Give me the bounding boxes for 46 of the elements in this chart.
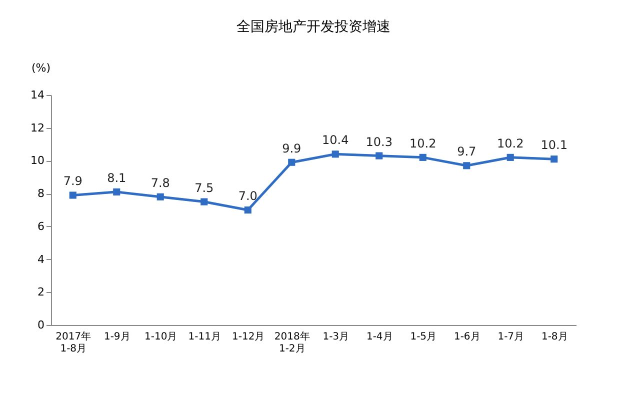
y-tick-label: 12 — [30, 121, 44, 134]
y-tick-label: 0 — [38, 318, 44, 332]
point — [113, 188, 120, 196]
x-tick-label: 1-6月 — [454, 332, 480, 342]
data-label: 10.1 — [540, 138, 568, 152]
y-tick-label: 14 — [30, 88, 44, 102]
x-tick-label: 1-9月 — [104, 332, 130, 342]
x-tick-label: 1-11月 — [188, 332, 221, 342]
y-tick-label: 4 — [38, 252, 44, 266]
x-tick-label: 1-10月 — [144, 332, 178, 342]
data-label: 7.0 — [238, 189, 258, 203]
data-label: 10.2 — [497, 136, 524, 150]
point — [69, 192, 76, 199]
y-tick-label: 8 — [38, 187, 44, 200]
y-axis-title: (%) — [32, 62, 51, 74]
data-label: 7.8 — [150, 176, 170, 190]
chart-title: 全国房地产开发投资增速 — [236, 19, 390, 35]
data-label: 7.5 — [194, 180, 214, 195]
data-label: 10.3 — [366, 134, 392, 149]
point — [332, 150, 339, 158]
y-tick-label: 6 — [38, 220, 44, 233]
point — [200, 198, 208, 206]
data-label: 10.4 — [322, 133, 349, 148]
x-tick-label: 1-8月 — [541, 332, 568, 342]
point — [376, 152, 383, 160]
point — [244, 206, 252, 214]
x-tick-label: 1-7月 — [498, 332, 524, 342]
y-tick-label: 10 — [30, 154, 44, 168]
point — [463, 162, 470, 170]
point — [419, 154, 426, 161]
x-tick-label: 2018年 1-2月 — [274, 330, 310, 354]
point — [288, 158, 296, 166]
x-tick-label: 1-12月 — [232, 332, 265, 342]
point — [550, 156, 558, 163]
y-tick-label: 2 — [38, 286, 44, 299]
point — [156, 193, 164, 200]
data-label: 8.1 — [107, 170, 126, 185]
data-label: 9.9 — [282, 141, 302, 156]
data-label: 7.9 — [63, 174, 82, 188]
data-label: 10.2 — [410, 136, 436, 150]
point — [506, 154, 514, 161]
x-tick-label: 2017年 1-8月 — [56, 330, 92, 354]
x-tick-label: 1-4月 — [366, 332, 393, 342]
data-label: 9.7 — [457, 144, 476, 159]
x-tick-label: 1-5月 — [410, 332, 437, 342]
x-tick-label: 1-3月 — [322, 332, 350, 342]
